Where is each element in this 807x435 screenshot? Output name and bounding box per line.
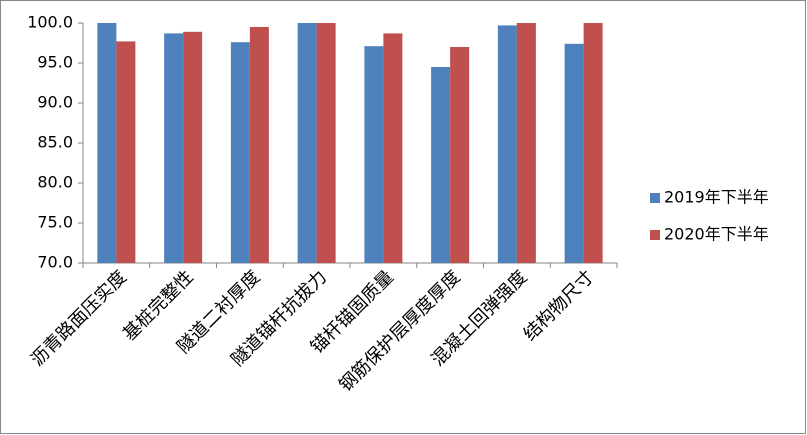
bar: [116, 41, 136, 264]
bar: [316, 23, 336, 263]
bar: [164, 33, 184, 264]
bar: [516, 23, 536, 263]
y-tick-label: 95.0: [37, 53, 73, 72]
bar: [564, 43, 584, 263]
bar: [97, 23, 117, 263]
y-tick-label: 75.0: [37, 213, 73, 232]
bar: [583, 23, 603, 263]
legend-label: 2020年下半年: [664, 225, 769, 244]
bar: [383, 33, 403, 264]
bar: [497, 25, 517, 264]
y-tick-label: 70.0: [37, 253, 73, 272]
bar: [450, 47, 470, 263]
legend-label: 2019年下半年: [664, 188, 769, 207]
y-tick-label: 85.0: [37, 133, 73, 152]
bar: [364, 46, 384, 264]
legend-swatch: [650, 193, 660, 203]
bar: [249, 27, 269, 263]
bar: [230, 42, 250, 264]
y-tick-label: 100.0: [27, 13, 73, 32]
y-tick-label: 90.0: [37, 93, 73, 112]
bar: [297, 23, 317, 263]
legend-swatch: [650, 230, 660, 240]
bar: [431, 67, 451, 263]
y-tick-label: 80.0: [37, 173, 73, 192]
bar: [183, 31, 203, 263]
